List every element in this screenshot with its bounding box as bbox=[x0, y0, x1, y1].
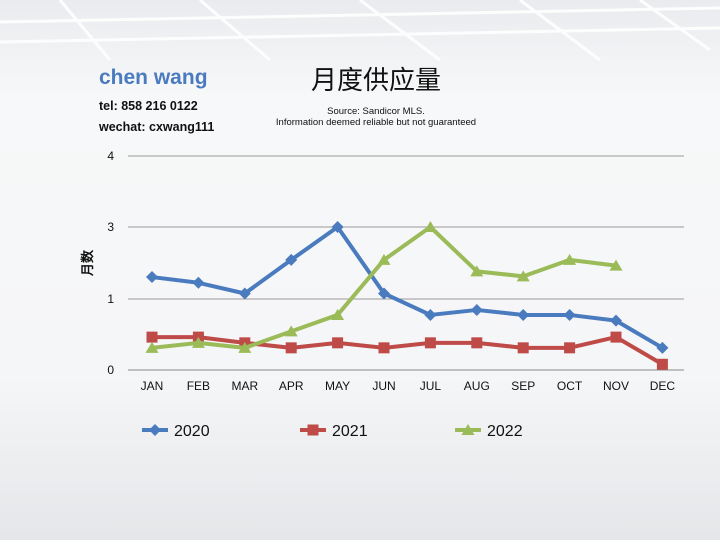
data-point-2020 bbox=[563, 308, 576, 321]
x-tick-label: MAY bbox=[325, 379, 350, 393]
y-tick-label: 1 bbox=[107, 292, 114, 306]
data-point-2021 bbox=[471, 337, 483, 349]
data-point-2020 bbox=[517, 308, 530, 321]
y-tick-label: 0 bbox=[107, 363, 114, 377]
legend-label-2021: 2021 bbox=[332, 423, 368, 440]
legend-marker-2020 bbox=[149, 424, 161, 436]
data-point-2020 bbox=[470, 303, 483, 316]
data-point-2021 bbox=[517, 342, 529, 354]
data-point-2021 bbox=[610, 331, 622, 343]
data-point-2022 bbox=[191, 336, 205, 348]
y-tick-label: 3 bbox=[107, 220, 114, 234]
data-point-2022 bbox=[238, 341, 252, 353]
data-point-2020 bbox=[238, 287, 251, 300]
data-point-2022 bbox=[609, 259, 623, 271]
data-point-2021 bbox=[424, 337, 436, 349]
data-point-2021 bbox=[656, 358, 668, 370]
x-tick-label: SEP bbox=[511, 379, 535, 393]
data-point-2022 bbox=[284, 325, 298, 337]
data-point-2021 bbox=[332, 337, 344, 349]
data-point-2020 bbox=[331, 221, 344, 233]
author-name: chen wang bbox=[99, 66, 208, 89]
data-point-2020 bbox=[378, 287, 390, 300]
y-axis-label: 月数 bbox=[80, 249, 96, 277]
x-tick-label: JUL bbox=[420, 379, 442, 393]
legend-marker-2021 bbox=[307, 424, 319, 436]
data-point-2021 bbox=[378, 342, 390, 354]
x-tick-label: DEC bbox=[650, 379, 676, 393]
data-point-2022 bbox=[470, 265, 484, 277]
y-tick-label: 4 bbox=[107, 149, 114, 163]
legend-label-2022: 2022 bbox=[487, 423, 523, 440]
x-tick-label: FEB bbox=[187, 379, 210, 393]
series-line-2021 bbox=[150, 335, 665, 367]
x-tick-label: AUG bbox=[464, 379, 490, 393]
source-note: Source: Sandicor MLS. bbox=[327, 106, 425, 117]
data-point-2020 bbox=[285, 253, 298, 266]
data-point-2022 bbox=[145, 341, 159, 353]
data-point-2022 bbox=[377, 253, 391, 265]
legend-label-2020: 2020 bbox=[174, 423, 210, 440]
disclaimer-note: Information deemed reliable but not guar… bbox=[275, 117, 477, 128]
data-point-2021 bbox=[285, 342, 297, 354]
author-wechat: wechat: cxwang111 bbox=[99, 120, 215, 134]
x-tick-label: JAN bbox=[141, 379, 164, 393]
data-point-2022 bbox=[331, 308, 345, 320]
x-tick-label: OCT bbox=[557, 379, 583, 393]
data-point-2022 bbox=[516, 270, 530, 282]
data-point-2021 bbox=[146, 331, 158, 343]
data-point-2022 bbox=[563, 253, 577, 265]
series-line-2020 bbox=[150, 225, 665, 350]
author-phone: tel: 858 216 0122 bbox=[99, 99, 198, 113]
data-point-2020 bbox=[656, 341, 669, 354]
x-tick-label: NOV bbox=[603, 379, 629, 393]
data-point-2020 bbox=[424, 308, 437, 321]
x-tick-label: MAR bbox=[231, 379, 258, 393]
data-point-2022 bbox=[423, 221, 437, 232]
chart-title: 月度供应量 bbox=[310, 66, 442, 96]
data-point-2021 bbox=[564, 342, 576, 354]
legend-marker-2022 bbox=[461, 424, 475, 435]
x-tick-label: APR bbox=[279, 379, 304, 393]
data-point-2020 bbox=[610, 314, 622, 327]
data-point-2020 bbox=[146, 271, 158, 284]
x-tick-label: JUN bbox=[372, 379, 395, 393]
data-point-2020 bbox=[192, 276, 205, 289]
